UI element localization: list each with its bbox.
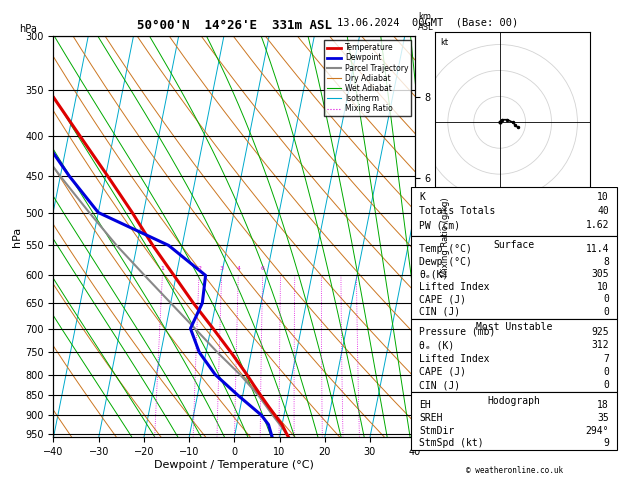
Text: Hodograph: Hodograph <box>487 396 541 406</box>
Text: 3: 3 <box>220 266 224 271</box>
Text: kt: kt <box>440 37 448 47</box>
Text: LCL: LCL <box>419 426 434 434</box>
Text: Dewp (°C): Dewp (°C) <box>420 257 472 267</box>
Text: 294°: 294° <box>586 426 609 436</box>
Text: 2: 2 <box>198 266 201 271</box>
Text: StmSpd (kt): StmSpd (kt) <box>420 438 484 449</box>
Text: Most Unstable: Most Unstable <box>476 322 552 332</box>
Text: Temp (°C): Temp (°C) <box>420 244 472 254</box>
Text: 50°00'N  14°26'E  331m ASL: 50°00'N 14°26'E 331m ASL <box>136 18 332 32</box>
Text: 40: 40 <box>598 206 609 216</box>
Bar <box>411 236 618 319</box>
Bar <box>411 187 618 236</box>
Y-axis label: hPa: hPa <box>13 227 23 247</box>
Text: 312: 312 <box>591 340 609 350</box>
Text: 925: 925 <box>591 327 609 337</box>
Text: 9: 9 <box>603 438 609 449</box>
Text: Lifted Index: Lifted Index <box>420 282 490 292</box>
Text: 13.06.2024  00GMT  (Base: 00): 13.06.2024 00GMT (Base: 00) <box>337 17 518 27</box>
Text: CIN (J): CIN (J) <box>420 380 460 390</box>
Text: Lifted Index: Lifted Index <box>420 353 490 364</box>
Text: CAPE (J): CAPE (J) <box>420 367 466 377</box>
Text: 0: 0 <box>603 380 609 390</box>
Text: 35: 35 <box>598 413 609 423</box>
Text: θₑ(K): θₑ(K) <box>420 269 448 279</box>
Text: 4: 4 <box>237 266 240 271</box>
Text: 1.62: 1.62 <box>586 220 609 230</box>
Text: 8: 8 <box>603 257 609 267</box>
Text: CAPE (J): CAPE (J) <box>420 295 466 304</box>
Text: K: K <box>420 192 425 202</box>
Legend: Temperature, Dewpoint, Parcel Trajectory, Dry Adiabat, Wet Adiabat, Isotherm, Mi: Temperature, Dewpoint, Parcel Trajectory… <box>324 40 411 116</box>
Text: CIN (J): CIN (J) <box>420 307 460 317</box>
Text: hPa: hPa <box>19 24 36 34</box>
Text: Mixing Ratio (g/kg): Mixing Ratio (g/kg) <box>441 197 450 277</box>
Text: 1: 1 <box>161 266 165 271</box>
Text: 0: 0 <box>603 367 609 377</box>
Text: Totals Totals: Totals Totals <box>420 206 496 216</box>
Text: 0: 0 <box>603 295 609 304</box>
Text: StmDir: StmDir <box>420 426 455 436</box>
Text: 6: 6 <box>261 266 265 271</box>
Text: θₑ (K): θₑ (K) <box>420 340 455 350</box>
Text: 18: 18 <box>598 400 609 411</box>
Text: 7: 7 <box>603 353 609 364</box>
Text: Surface: Surface <box>494 240 535 250</box>
Text: km
ASL: km ASL <box>418 12 434 32</box>
Text: SREH: SREH <box>420 413 443 423</box>
X-axis label: Dewpoint / Temperature (°C): Dewpoint / Temperature (°C) <box>154 460 314 470</box>
Text: 305: 305 <box>591 269 609 279</box>
Text: © weatheronline.co.uk: © weatheronline.co.uk <box>465 466 563 475</box>
Text: EH: EH <box>420 400 431 411</box>
Bar <box>411 319 618 392</box>
Text: 10: 10 <box>598 192 609 202</box>
Text: 10: 10 <box>598 282 609 292</box>
Text: 11.4: 11.4 <box>586 244 609 254</box>
Bar <box>411 392 618 450</box>
Text: 0: 0 <box>603 307 609 317</box>
Text: PW (cm): PW (cm) <box>420 220 460 230</box>
Text: Pressure (mb): Pressure (mb) <box>420 327 496 337</box>
